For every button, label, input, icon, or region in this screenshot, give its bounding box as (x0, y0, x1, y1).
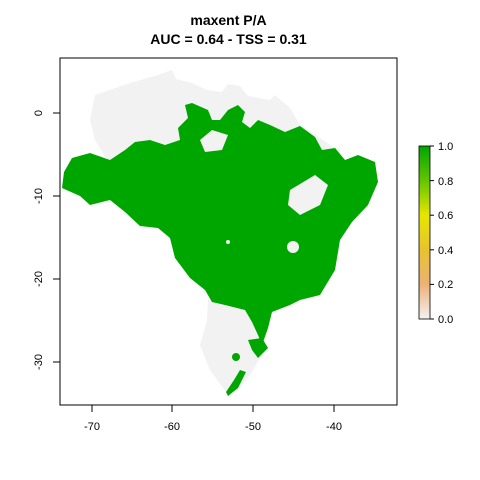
legend-tick-label: 0.8 (438, 176, 453, 188)
legend-tick-label: 0.2 (438, 279, 453, 291)
presence-region-coast-south (248, 338, 268, 358)
x-tick-label: -40 (326, 421, 342, 433)
legend-tick-label: 0.6 (438, 210, 453, 222)
legend-colorbar: 1.0 0.8 0.6 0.4 0.2 0.0 (418, 141, 453, 326)
absent-hole-small (226, 240, 230, 244)
map-title: maxent P/A (190, 12, 267, 28)
y-axis: 0 -10 -20 -30 (33, 110, 60, 370)
map-subtitle: AUC = 0.64 - TSS = 0.31 (150, 31, 307, 47)
plot-frame (59, 57, 398, 406)
x-axis: -70 -60 -50 -40 (84, 405, 342, 433)
absent-hole-center (287, 241, 299, 253)
presence-region-tail (226, 370, 246, 396)
y-tick-label: -10 (33, 188, 45, 204)
legend-tick-label: 0.4 (438, 245, 453, 257)
y-tick-label: 0 (33, 110, 45, 116)
legend-tick-label: 0.0 (438, 314, 453, 326)
legend-tick-label: 1.0 (438, 141, 453, 153)
y-tick-label: -20 (33, 271, 45, 287)
presence-region-main (62, 103, 378, 345)
x-tick-label: -60 (164, 421, 180, 433)
x-tick-label: -70 (84, 421, 100, 433)
x-tick-label: -50 (245, 421, 261, 433)
absent-hole-northeast (288, 175, 328, 215)
y-tick-label: -30 (33, 354, 45, 370)
absent-hole-north (200, 130, 228, 152)
presence-spot-south (232, 353, 240, 361)
